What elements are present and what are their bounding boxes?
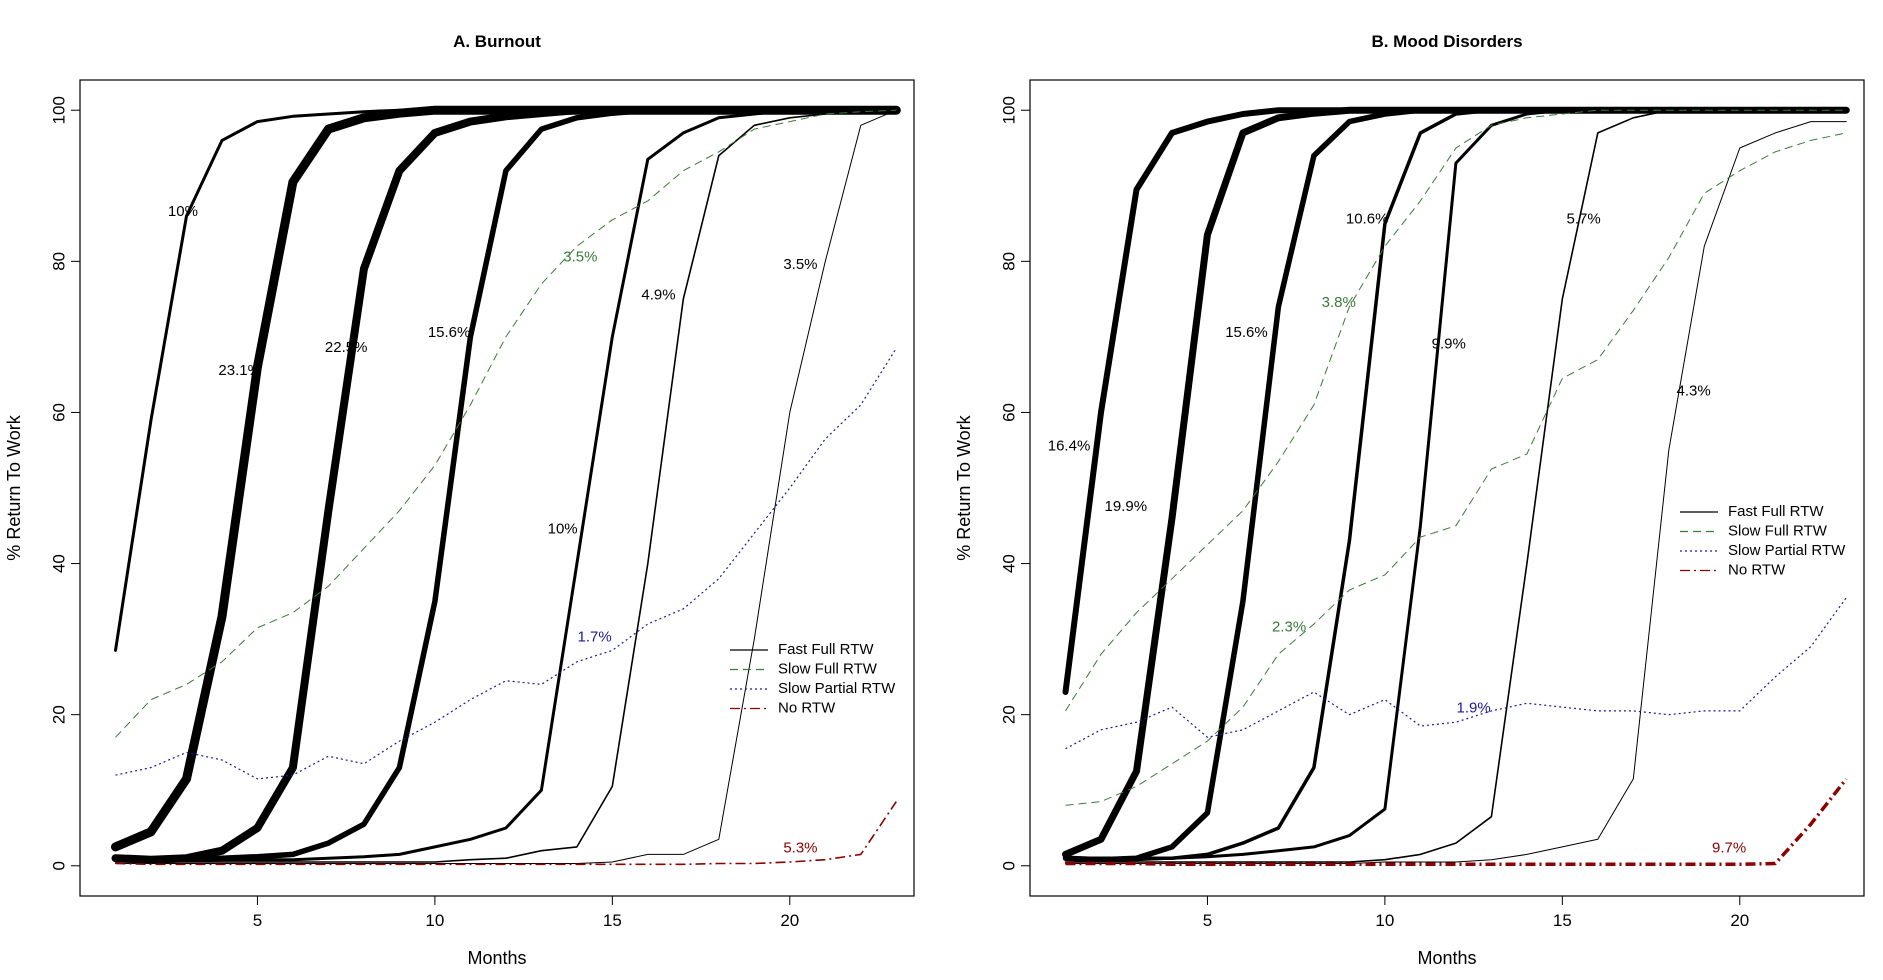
y-tick-label: 40: [999, 554, 1018, 573]
plot-frame: [1029, 79, 1865, 897]
series-line-fast-full-rtw: [1062, 107, 1850, 863]
series-percent-label: 22.5%: [325, 339, 368, 356]
y-tick-label: 0: [49, 861, 68, 870]
series-percent-label: 10%: [168, 203, 198, 220]
series-percent-label: 3.5%: [563, 249, 597, 266]
series-line-slow-full-rtw: [1065, 109, 1847, 712]
legend-label: Slow Partial RTW: [1728, 542, 1846, 559]
series-percent-label: 3.8%: [1322, 294, 1356, 311]
x-axis-label: Months: [467, 948, 526, 968]
plot-frame: [79, 79, 915, 897]
series-line-slow-full-rtw: [1065, 132, 1847, 806]
series-percent-label: 1.7%: [577, 629, 611, 646]
series-line-fast-full-rtw: [111, 106, 901, 864]
legend-label: No RTW: [1728, 561, 1786, 578]
y-tick-label: 100: [999, 96, 1018, 124]
series-line-fast-full-rtw: [1065, 121, 1847, 864]
series-line-no-rtw: [115, 801, 897, 866]
chart-title: B. Mood Disorders: [1371, 32, 1522, 51]
series-line-fast-full-rtw: [114, 108, 898, 862]
x-tick-label: 10: [425, 911, 444, 930]
series-line-fast-full-rtw: [1062, 106, 1850, 858]
y-axis-label: % Return To Work: [4, 414, 24, 560]
series-percent-label: 19.9%: [1105, 498, 1148, 515]
series-percent-label: 15.6%: [428, 324, 471, 341]
x-tick-label: 5: [1203, 911, 1212, 930]
y-tick-label: 20: [999, 705, 1018, 724]
series-percent-label: 5.7%: [1567, 211, 1601, 228]
series-line-fast-full-rtw: [115, 109, 897, 864]
chart-panel-1: A. Burnout 5 10 15 20 0 20 40 60 80 100 Months % Ret…: [4, 32, 915, 968]
series-line-fast-full-rtw: [1063, 108, 1849, 860]
chart-panel-2: B. Mood Disorders 5 10 15 20 0 20 40 60 80 100 Mont…: [954, 32, 1865, 968]
series-percent-label: 16.4%: [1048, 437, 1091, 454]
series-percent-label: 9.7%: [1712, 839, 1746, 856]
legend-label: No RTW: [778, 699, 836, 716]
series-line-fast-full-rtw: [112, 107, 900, 863]
series-percent-label: 15.6%: [1225, 324, 1268, 341]
x-tick-label: 5: [253, 911, 262, 930]
series-percent-label: 23.1%: [218, 362, 261, 379]
y-tick-label: 100: [49, 96, 68, 124]
x-tick-label: 20: [780, 911, 799, 930]
series-line-slow-full-rtw: [115, 109, 897, 738]
chart-title: A. Burnout: [453, 32, 541, 51]
series-percent-label: 4.9%: [641, 286, 675, 303]
legend-label: Fast Full RTW: [778, 641, 874, 658]
y-tick-label: 60: [49, 403, 68, 422]
y-tick-label: 60: [999, 403, 1018, 422]
series-percent-label: 2.3%: [1272, 619, 1306, 636]
x-axis-label: Months: [1417, 948, 1476, 968]
y-tick-label: 40: [49, 554, 68, 573]
series-percent-label: 5.3%: [783, 839, 817, 856]
y-tick-label: 80: [49, 252, 68, 271]
series-percent-label: 1.9%: [1457, 700, 1491, 717]
y-axis-label: % Return To Work: [954, 414, 974, 560]
series-line-fast-full-rtw: [1062, 107, 1850, 695]
series-percent-label: 9.9%: [1432, 335, 1466, 352]
x-tick-label: 15: [1553, 911, 1572, 930]
series-percent-label: 10.6%: [1346, 211, 1389, 228]
series-line-fast-full-rtw: [114, 109, 898, 863]
legend-label: Fast Full RTW: [1728, 503, 1824, 520]
legend-label: Slow Partial RTW: [778, 680, 896, 697]
x-tick-label: 15: [603, 911, 622, 930]
legend: Fast Full RTW Slow Full RTW Slow Partial R…: [1680, 503, 1846, 578]
x-tick-label: 20: [1730, 911, 1749, 930]
series-percent-label: 10%: [548, 521, 578, 538]
series-percent-label: 3.5%: [783, 256, 817, 273]
legend-label: Slow Full RTW: [778, 660, 878, 677]
y-tick-label: 0: [999, 861, 1018, 870]
series-line-fast-full-rtw: [1064, 109, 1848, 863]
y-tick-label: 20: [49, 705, 68, 724]
legend: Fast Full RTW Slow Full RTW Slow Partial R…: [730, 641, 896, 716]
x-tick-label: 10: [1375, 911, 1394, 930]
legend-label: Slow Full RTW: [1728, 522, 1828, 539]
series-line-fast-full-rtw: [1064, 108, 1848, 862]
y-tick-label: 80: [999, 252, 1018, 271]
series-percent-label: 4.3%: [1677, 382, 1711, 399]
series-line-slow-partial-rtw: [1065, 597, 1847, 750]
